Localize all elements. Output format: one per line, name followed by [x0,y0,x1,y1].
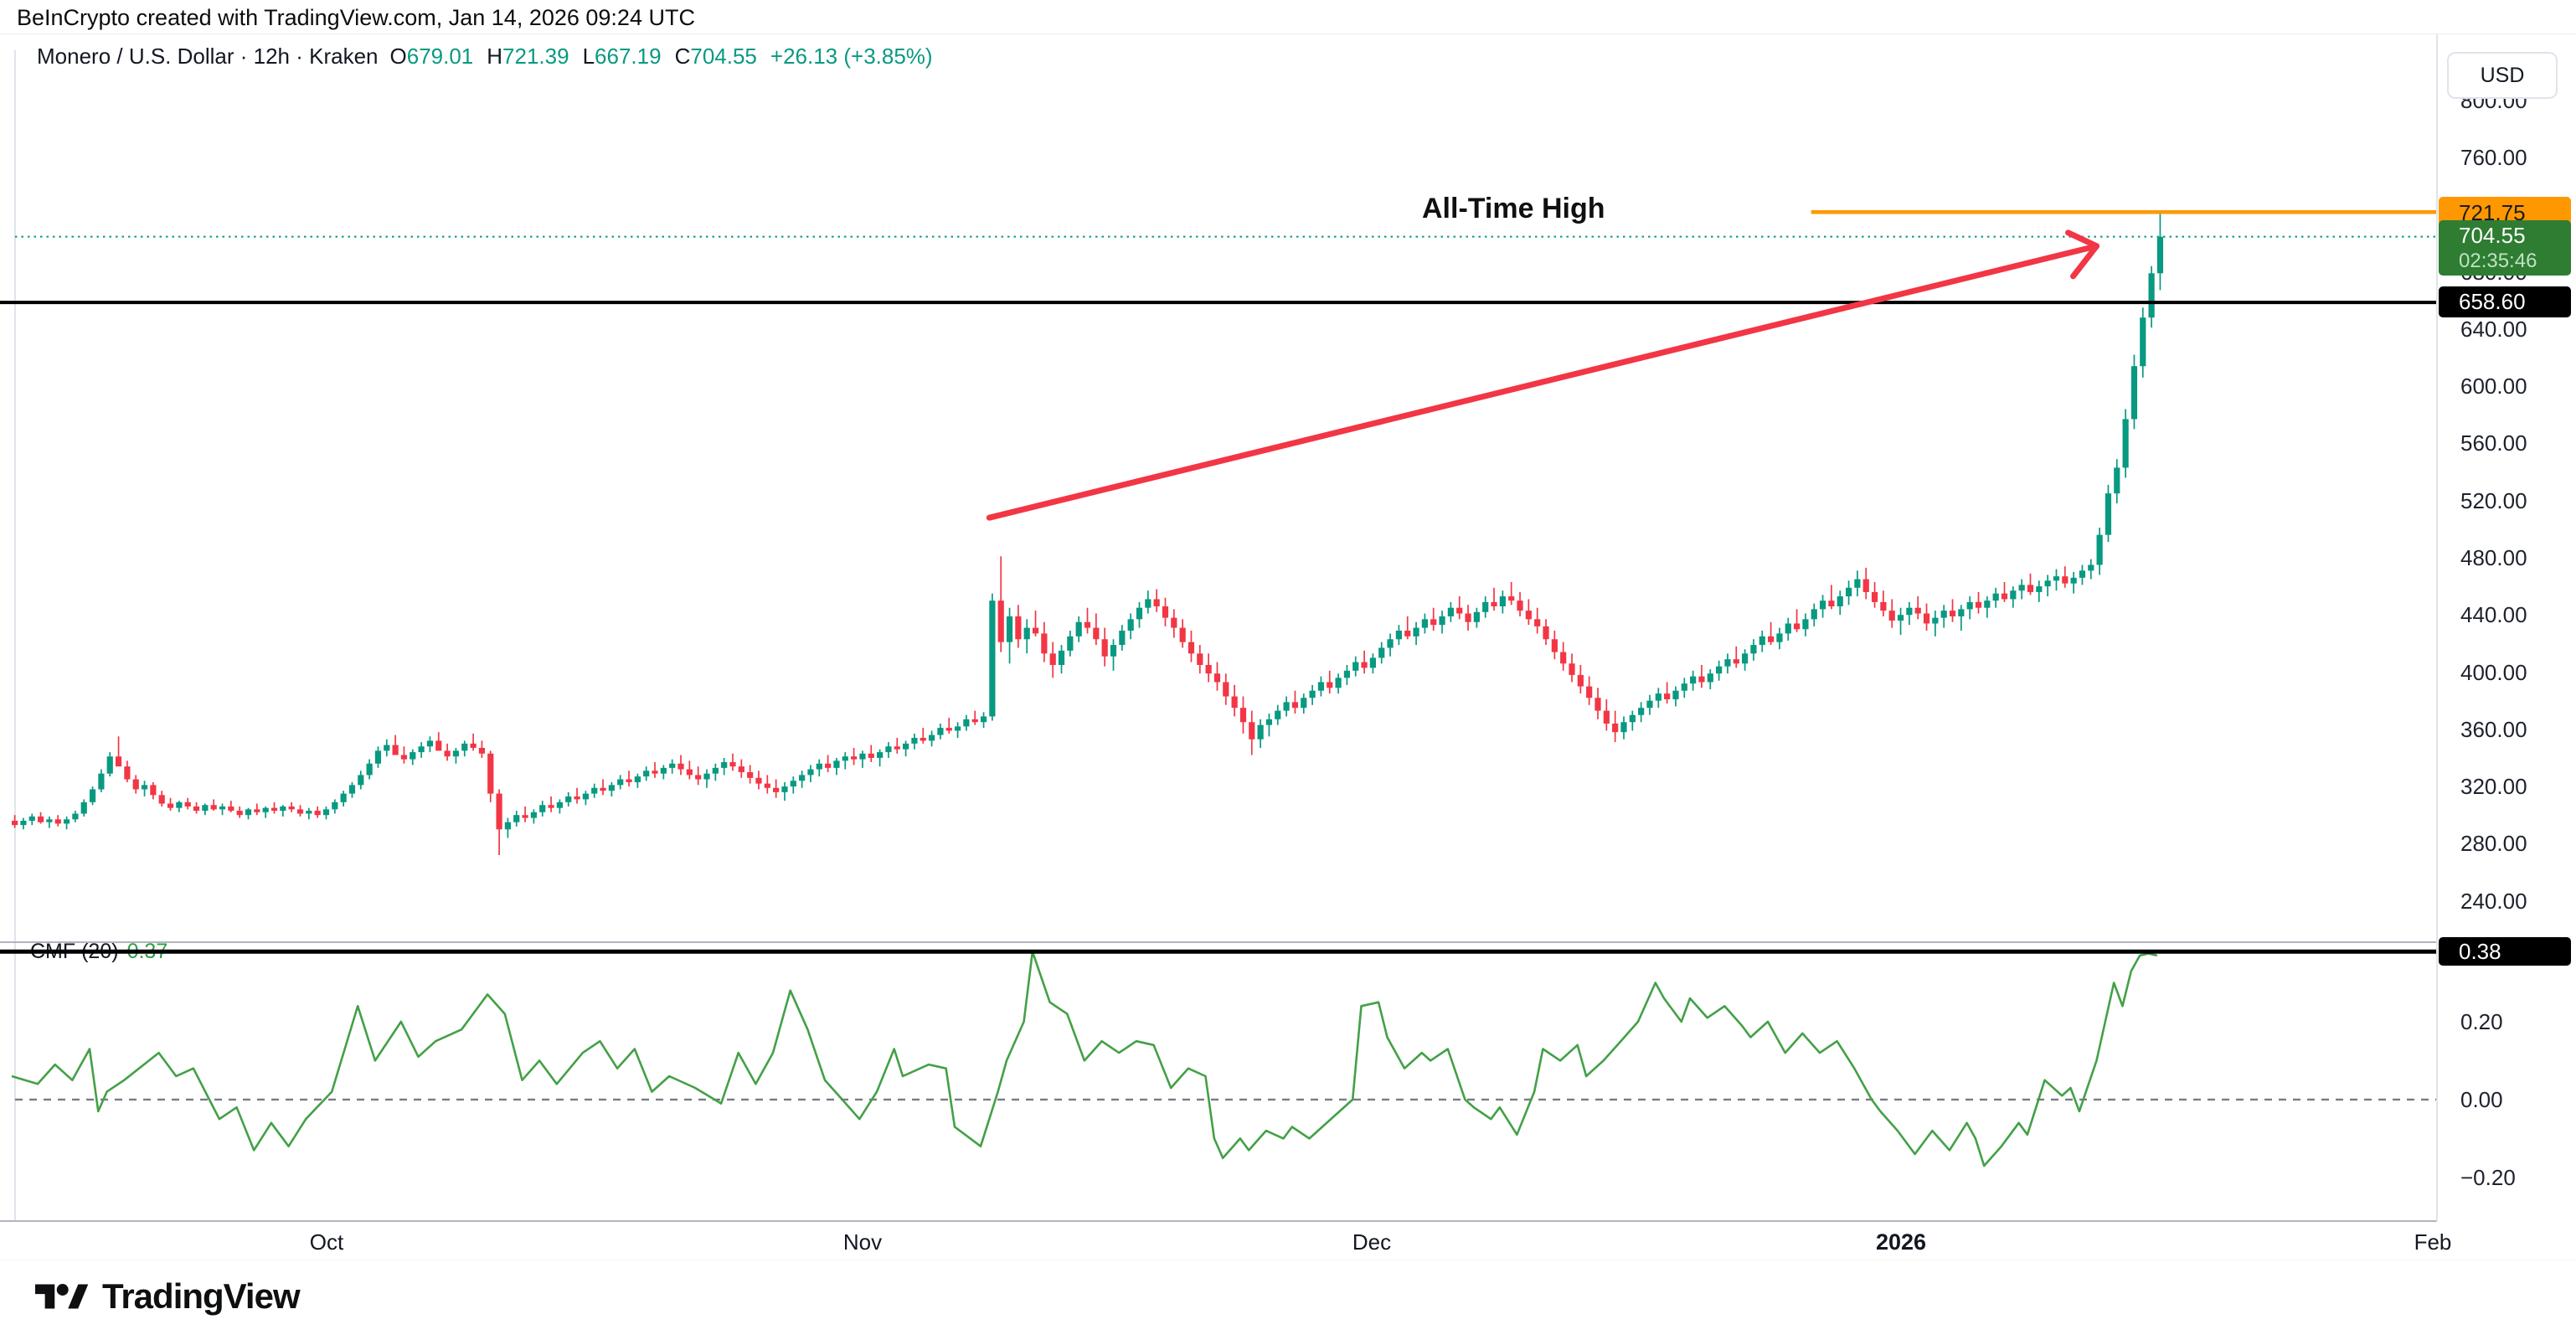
price-tick-label: 360.00 [2460,716,2527,742]
ohlc-value: 667.19 [595,44,662,69]
ohlc-value: 721.39 [502,44,569,69]
cmf-level-label: 0.38 [2439,937,2571,966]
price-tick-label: 320.00 [2460,774,2527,800]
price-tick-label: 520.00 [2460,487,2527,513]
tradingview-logo-icon [35,1284,89,1309]
price-tick-label: 640.00 [2460,316,2527,342]
symbol-info-bar: Monero / U.S. Dollar · 12h · Kraken O679.… [37,44,933,70]
time-tick-label: Dec [1352,1229,1392,1255]
time-tick-label: Feb [2414,1229,2452,1255]
currency-toggle-button[interactable]: USD [2447,52,2558,99]
price-tick-label: 240.00 [2460,888,2527,914]
price-tick-label: 280.00 [2460,831,2527,857]
tradingview-logo-text: TradingView [102,1276,301,1316]
price-tick-label: 560.00 [2460,430,2527,456]
chart-credit-text: BeInCrypto created with TradingView.com,… [17,5,695,30]
time-tick-label: 2026 [1875,1229,1927,1255]
tradingview-logo: TradingView [35,1276,301,1317]
time-tick-label: Nov [842,1229,883,1255]
ohlc-key: C [674,44,691,69]
symbol-title: Monero / U.S. Dollar · 12h · Kraken [37,44,379,69]
price-tick-label: 480.00 [2460,544,2527,570]
ohlc-value: 704.55 [690,44,757,69]
last-price-label: 704.55 02:35:46 [2439,220,2571,276]
indicator-tick-label: −0.20 [2460,1164,2516,1190]
price-change: +26.13 (+3.85%) [770,44,933,69]
all-time-high-annotation: All-Time High [1422,193,1605,224]
ohlc-key: H [487,44,503,69]
indicator-tick-label: 0.00 [2460,1086,2503,1112]
ohlc-key: O [389,44,407,69]
last-price-value: 704.55 [2459,223,2526,248]
level-price-label: 658.60 [2439,286,2571,317]
price-tick-label: 400.00 [2460,659,2527,685]
ohlc-key: L [582,44,595,69]
price-tick-label: 600.00 [2460,374,2527,399]
time-tick-label: Oct [309,1229,344,1255]
price-tick-label: 760.00 [2460,145,2527,171]
indicator-tick-label: 0.20 [2460,1008,2503,1034]
price-tick-label: 440.00 [2460,602,2527,628]
ohlc-values: O679.01 H721.39 L667.19 C704.55 [390,44,770,69]
bar-countdown: 02:35:46 [2459,250,2537,272]
ohlc-value: 679.01 [406,44,474,69]
